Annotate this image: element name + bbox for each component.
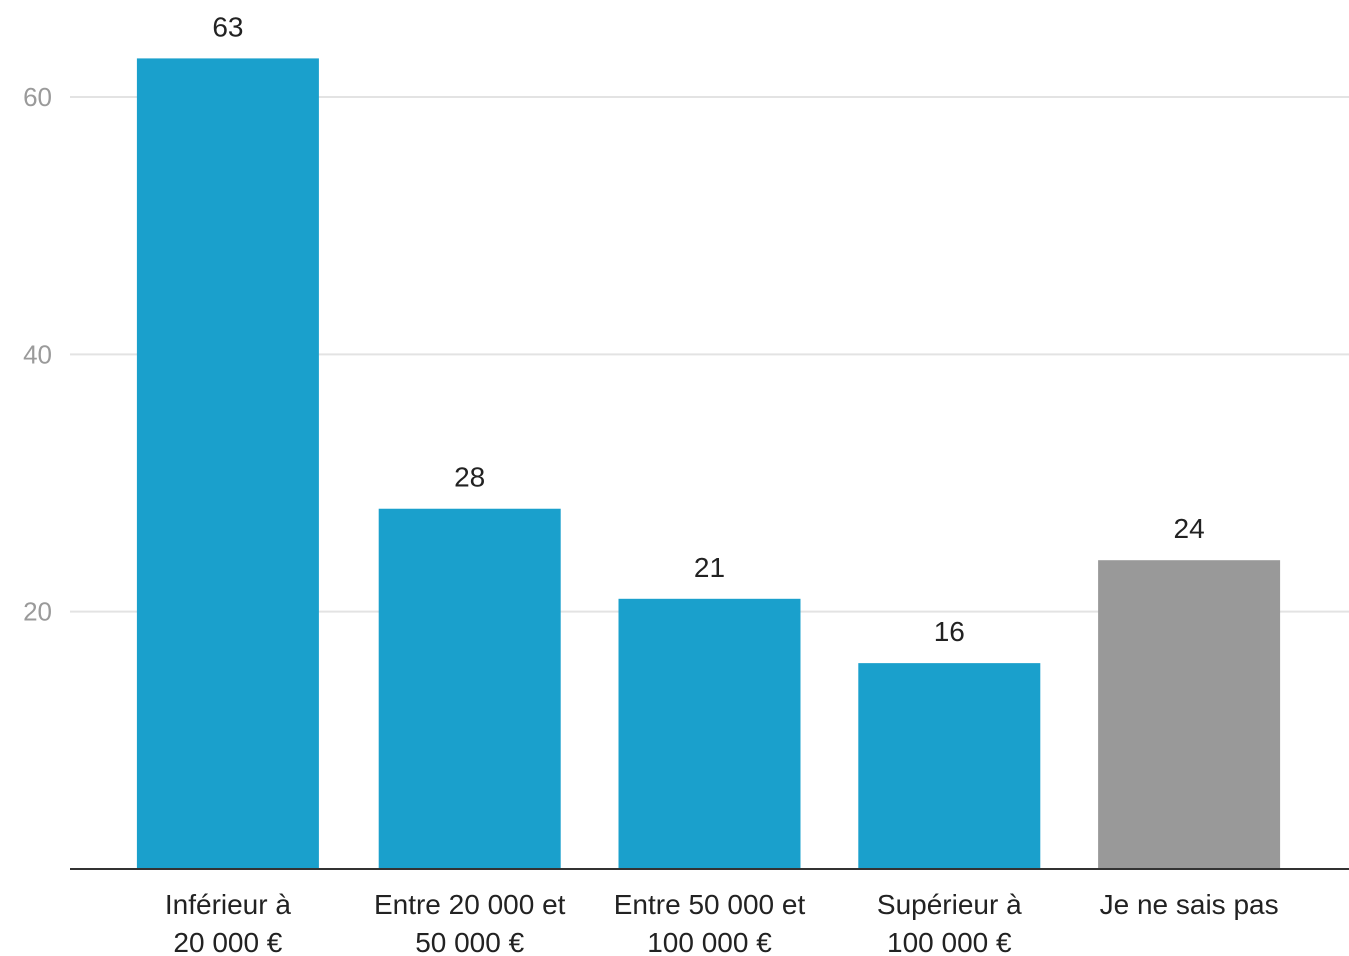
x-tick-label: Entre 20 000 et [374,889,566,920]
y-tick-label: 40 [23,339,52,369]
x-tick-label: 100 000 € [647,927,772,956]
x-tick-label: 100 000 € [887,927,1012,956]
x-tick-label: Supérieur à [877,889,1022,920]
x-tick-label: Entre 50 000 et [614,889,806,920]
bar-value-label: 16 [934,616,965,647]
x-tick-label: Inférieur à [165,889,291,920]
bar-value-label: 24 [1174,513,1205,544]
bars [136,58,1281,869]
data-labels: 63 28 21 16 24 [212,11,1204,647]
x-tick-label: Je ne sais pas [1100,889,1279,920]
bar [136,58,319,869]
y-tick-label: 20 [23,597,52,627]
x-tick-label: 50 000 € [415,927,524,956]
bar [378,508,561,869]
bar [618,598,801,869]
bar [858,663,1041,869]
y-tick-label: 60 [23,82,52,112]
bar [1098,560,1281,869]
x-axis: Inférieur à 20 000 € Entre 20 000 et 50 000… [70,868,1349,956]
x-tick-label: 20 000 € [173,927,282,956]
bar-value-label: 21 [694,552,725,583]
bar-value-label: 63 [212,11,243,42]
bar-value-label: 28 [454,462,485,493]
